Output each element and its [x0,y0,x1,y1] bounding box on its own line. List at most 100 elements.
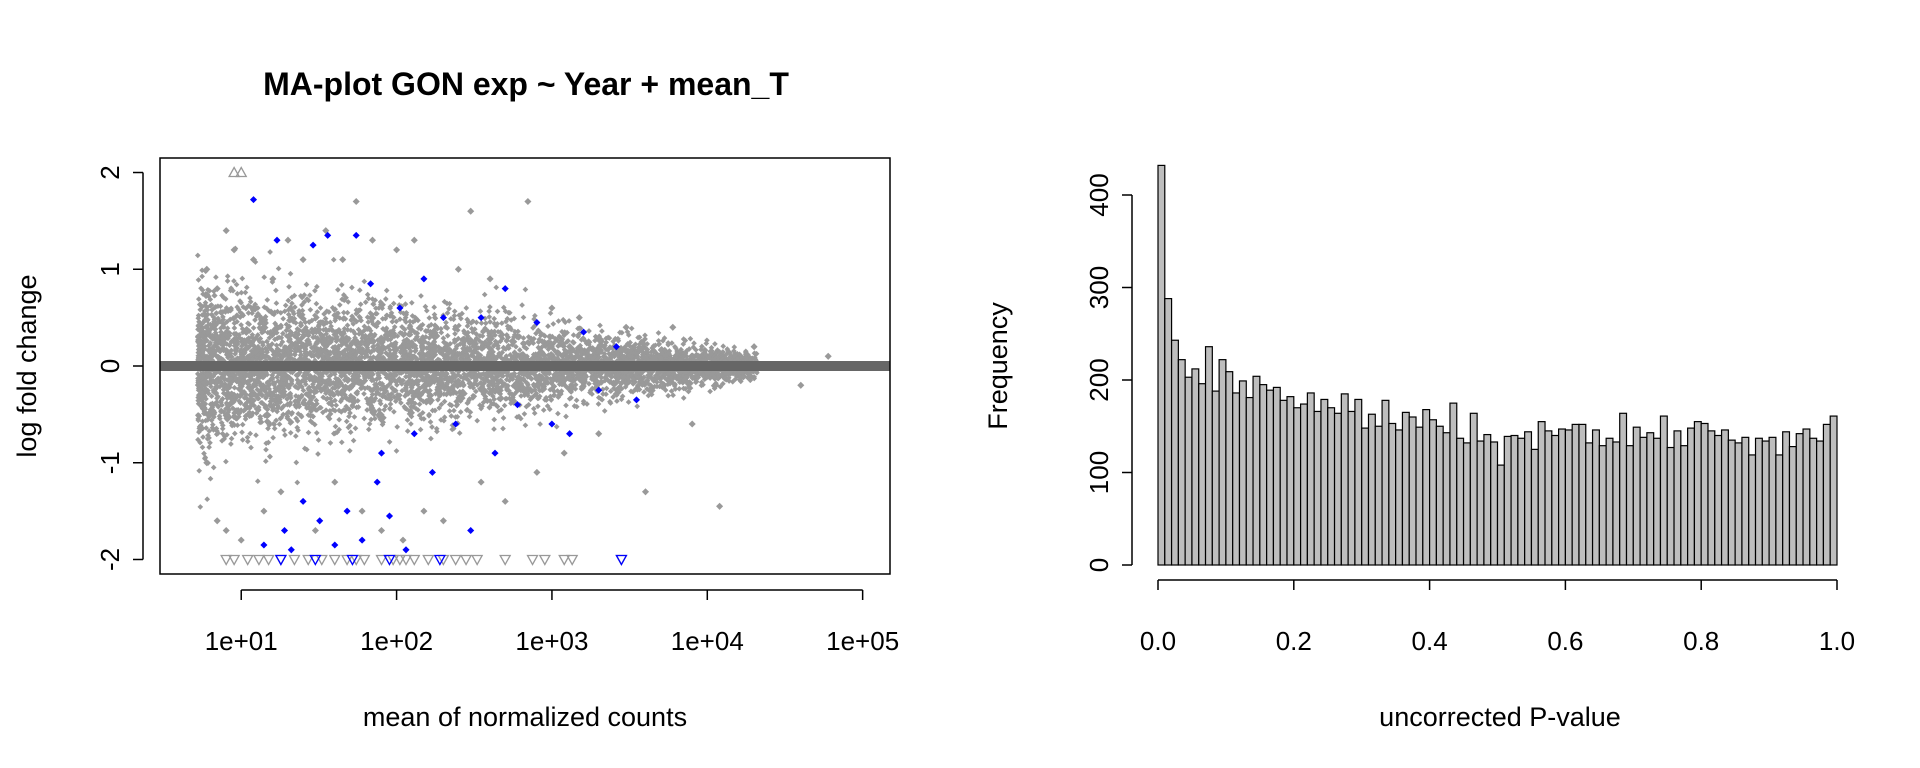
ma-point-nonsignificant [522,286,529,293]
ma-point-nonsignificant [315,437,322,443]
ma-point-nonsignificant [516,347,523,353]
ma-point-nonsignificant [231,384,238,391]
ma-point-nonsignificant [599,328,605,334]
ma-point-nonsignificant [446,305,452,312]
ma-point-nonsignificant [520,335,527,341]
ma-point-nonsignificant [446,408,453,414]
ma-point-nonsignificant [292,433,299,439]
ma-point-nonsignificant [443,319,449,326]
ma-point-nonsignificant [330,256,337,263]
ma-point-nonsignificant [273,287,279,294]
ma-point-nonsignificant [397,316,403,323]
ma-point-nonsignificant [691,340,697,347]
ma-point-nonsignificant [444,332,451,339]
ma-point-nonsignificant [522,422,529,429]
ma-point-nonsignificant [426,411,432,418]
ma-point-nonsignificant [383,287,390,294]
ma-point-nonsignificant [665,392,672,399]
ma-point-nonsignificant [365,295,372,302]
ma-point-nonsignificant [607,388,614,395]
ma-point-nonsignificant [276,421,283,428]
ma-point-nonsignificant [228,305,234,312]
ma-point-nonsignificant [364,314,371,321]
ma-point-nonsignificant [208,302,215,308]
ma-point-nonsignificant [586,380,592,387]
ma-point-nonsignificant [401,326,408,333]
ma-point-nonsignificant [239,421,246,428]
ma-point-nonsignificant [234,290,241,297]
ma-point-nonsignificant [234,318,240,325]
ma-point-nonsignificant [352,425,359,432]
ma-point-nonsignificant [680,385,687,392]
ma-point-nonsignificant [305,385,312,392]
ma-point-nonsignificant [214,395,220,402]
ma-point-nonsignificant [452,330,458,337]
ma-point-nonsignificant [377,397,383,404]
ma-point-nonsignificant [338,342,345,349]
ma-point-nonsignificant [340,309,347,316]
ma-point-nonsignificant [487,304,493,310]
ma-point-nonsignificant [498,372,505,379]
ma-point-nonsignificant [327,319,334,326]
ma-point-nonsignificant [506,309,513,316]
ma-point-nonsignificant [634,403,641,410]
ma-point-nonsignificant [379,315,386,322]
ma-point-nonsignificant [313,430,320,436]
ma-point-nonsignificant [218,419,225,426]
ma-point-nonsignificant [362,299,369,306]
ma-point-nonsignificant [228,435,235,442]
ma-point-nonsignificant [217,303,224,310]
ma-point-nonsignificant [338,282,345,288]
ma-point-nonsignificant [533,330,539,337]
ma-point-nonsignificant [379,380,386,387]
ma-point-nonsignificant [408,421,414,427]
ma-point-nonsignificant [204,317,211,324]
ma-plot-title: MA-plot GON exp ~ Year + mean_T [263,66,789,102]
ma-point-nonsignificant [456,430,463,436]
ma-point-nonsignificant [563,413,569,420]
ma-point-nonsignificant [350,437,357,444]
ma-point-nonsignificant [221,436,228,442]
ma-point-nonsignificant [312,287,318,294]
ma-point-nonsignificant [265,412,272,418]
ma-point-nonsignificant [393,448,400,454]
ma-point-nonsignificant [477,402,483,409]
ma-point-nonsignificant [365,426,372,433]
ma-point-nonsignificant [244,434,251,441]
ma-point-nonsignificant [261,274,268,281]
ma-point-nonsignificant [320,394,327,401]
ma-point-nonsignificant [299,307,306,314]
ma-point-nonsignificant [219,430,226,437]
ma-point-nonsignificant [263,446,269,453]
ma-point-nonsignificant [265,425,271,432]
ma-point-nonsignificant [249,331,256,338]
ma-point-nonsignificant [338,439,345,446]
ma-point-nonsignificant [357,301,364,308]
ma-point-nonsignificant [213,274,219,281]
ma-point-nonsignificant [404,428,411,434]
ma-point-nonsignificant [262,345,269,352]
ma-point-nonsignificant [427,419,434,425]
ma-point-nonsignificant [482,325,488,332]
ma-point-nonsignificant [283,327,290,334]
ma-point-nonsignificant [478,320,485,326]
ma-point-nonsignificant [686,383,692,390]
ma-point-nonsignificant [546,406,553,413]
ma-point-nonsignificant [347,422,353,429]
ma-point-nonsignificant [438,329,445,336]
ma-point-nonsignificant [628,325,635,332]
ma-point-nonsignificant [499,331,506,338]
ma-point-nonsignificant [199,273,205,280]
ma-point-nonsignificant [278,334,285,341]
ma-point-nonsignificant [242,289,249,296]
ma-point-nonsignificant [336,416,343,423]
ma-point-nonsignificant [305,412,312,418]
ma-point-nonsignificant [434,428,440,435]
ma-point-nonsignificant [209,307,215,313]
ma-point-nonsignificant [298,413,305,420]
ma-point-nonsignificant [382,296,389,302]
ma-point-nonsignificant [291,333,298,339]
ma-point-nonsignificant [299,302,305,308]
ma-point-nonsignificant [390,300,397,307]
ma-point-nonsignificant [387,303,394,310]
